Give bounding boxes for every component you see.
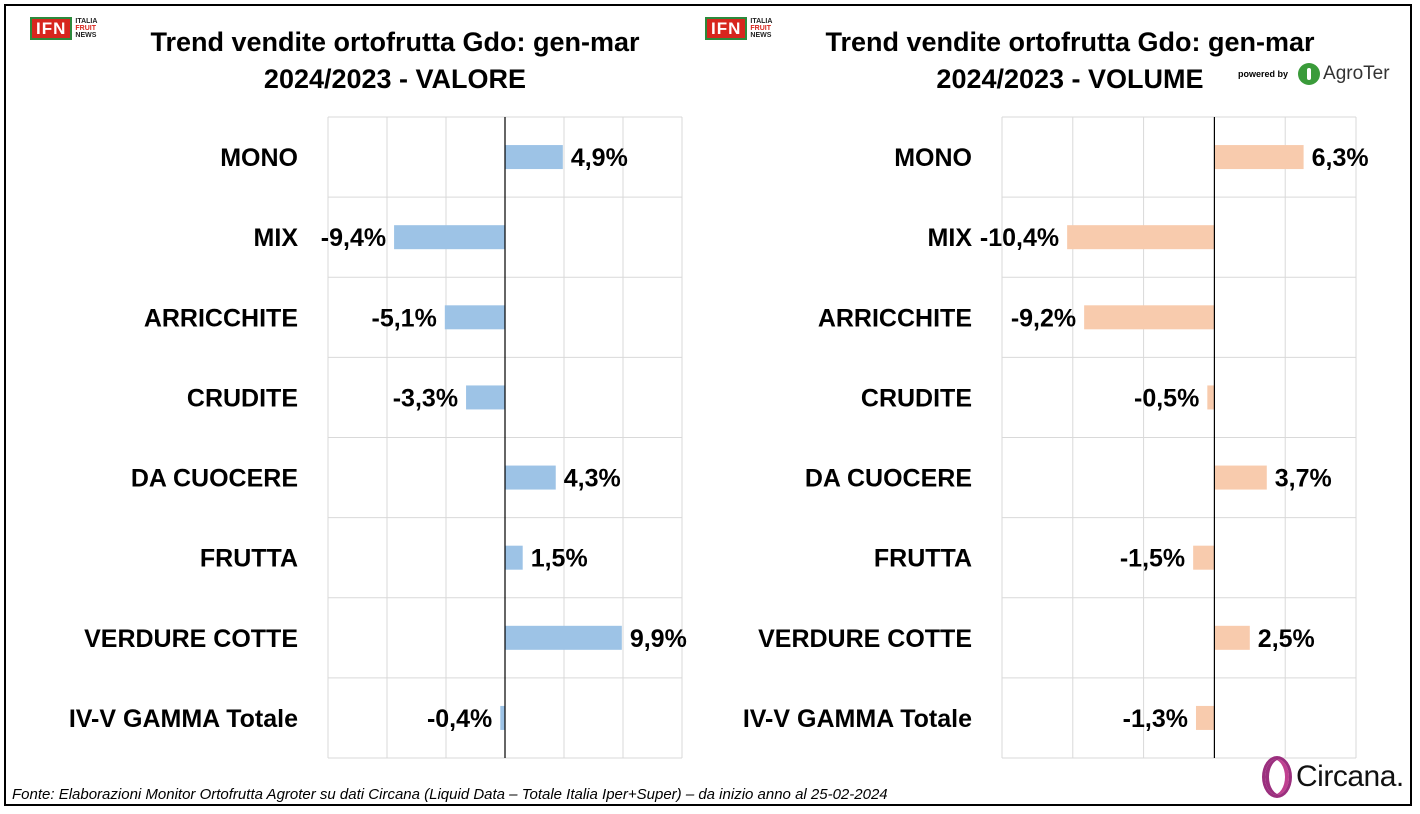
data-label: -1,5%: [1120, 545, 1185, 573]
powered-by-agroter: powered by AgroTer: [1238, 63, 1390, 85]
bar: [505, 545, 523, 570]
category-label: FRUTTA: [874, 545, 972, 573]
bar: [394, 225, 505, 250]
bar: [1214, 145, 1304, 170]
category-label: VERDURE COTTE: [758, 625, 972, 653]
category-label: MIX: [928, 224, 973, 252]
bar: [1207, 385, 1215, 410]
bar: [500, 705, 505, 730]
data-label: 2,5%: [1258, 625, 1315, 653]
category-label: MIX: [254, 224, 299, 252]
ifn-logo-text: IFN: [30, 17, 73, 40]
data-label: 6,3%: [1312, 144, 1369, 172]
ifn-logo-subtext: ITALIA FRUIT NEWS: [750, 18, 773, 39]
category-label: ARRICCHITE: [144, 304, 298, 332]
chart-title-line: 2024/2023 - VALORE: [263, 64, 527, 94]
circana-globe-icon: [1262, 756, 1292, 798]
category-label: MONO: [220, 144, 298, 172]
ifn-logo-text: IFN: [705, 17, 748, 40]
circana-logo-text: Circana.: [1296, 760, 1404, 793]
data-label: 1,5%: [531, 545, 588, 573]
bar: [444, 305, 505, 330]
category-label: CRUDITE: [861, 384, 972, 412]
category-label: VERDURE COTTE: [84, 625, 298, 653]
category-label: IV-V GAMMA Totale: [69, 705, 298, 733]
category-label: ARRICCHITE: [818, 304, 972, 332]
chart-title-line: 2024/2023 - VOLUME: [936, 64, 1204, 94]
bar: [1067, 225, 1215, 250]
ifn-logo-subtext: ITALIA FRUIT NEWS: [75, 18, 98, 39]
data-label: -0,4%: [427, 705, 492, 733]
bar: [1214, 465, 1267, 490]
chart-title-line: Trend vendite ortofrutta Gdo: gen-mar: [150, 27, 640, 57]
data-label: -9,2%: [1011, 304, 1076, 332]
category-label: FRUTTA: [200, 545, 298, 573]
data-label: -10,4%: [980, 224, 1059, 252]
bar: [505, 145, 563, 170]
category-label: DA CUOCERE: [805, 465, 972, 493]
ifn-logo-left: IFN ITALIA FRUIT NEWS: [30, 17, 97, 40]
data-label: -9,4%: [321, 224, 386, 252]
chart-title-valore: Trend vendite ortofrutta Gdo: gen-mar 20…: [135, 24, 655, 98]
bar: [505, 625, 622, 650]
data-label: -1,3%: [1123, 705, 1188, 733]
bar: [1195, 705, 1215, 730]
data-label: 4,3%: [564, 465, 621, 493]
data-label: 3,7%: [1275, 465, 1332, 493]
bar: [466, 385, 505, 410]
bar: [505, 465, 556, 490]
category-label: IV-V GAMMA Totale: [743, 705, 972, 733]
category-label: DA CUOCERE: [131, 465, 298, 493]
data-label: -3,3%: [393, 384, 458, 412]
powered-by-text: powered by: [1238, 69, 1289, 79]
chart-title-line: Trend vendite ortofrutta Gdo: gen-mar: [825, 27, 1315, 57]
circana-logo: Circana.: [1262, 756, 1404, 798]
category-label: CRUDITE: [187, 384, 298, 412]
chart-title-volume: Trend vendite ortofrutta Gdo: gen-mar 20…: [810, 24, 1330, 98]
bar: [1084, 305, 1215, 330]
data-label: 4,9%: [571, 144, 628, 172]
data-label: -5,1%: [372, 304, 437, 332]
category-label: MONO: [894, 144, 972, 172]
source-footnote: Fonte: Elaborazioni Monitor Ortofrutta A…: [12, 786, 888, 803]
agroter-tree-icon: [1298, 63, 1321, 85]
chart-frame: [4, 4, 1412, 806]
bar: [1214, 625, 1250, 650]
agroter-logo-text: AgroTer: [1323, 63, 1390, 84]
data-label: 9,9%: [630, 625, 687, 653]
bar: [1193, 545, 1215, 570]
data-label: -0,5%: [1134, 384, 1199, 412]
ifn-logo-right: IFN ITALIA FRUIT NEWS: [705, 17, 772, 40]
